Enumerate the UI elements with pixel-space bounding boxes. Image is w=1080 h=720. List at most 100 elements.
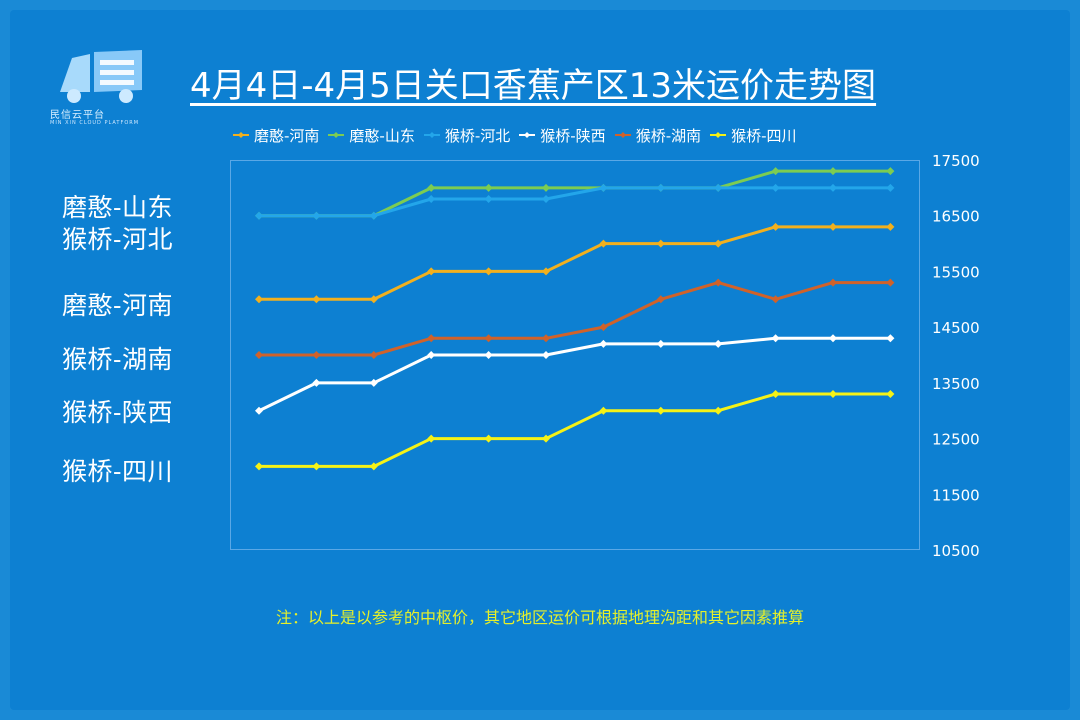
side-label-houqiao-shaanxi: 猴桥-陕西 xyxy=(62,398,173,427)
legend-swatch xyxy=(423,132,440,138)
series-point-1 xyxy=(484,267,493,276)
y-tick-label: 14500 xyxy=(932,319,980,337)
y-tick-label: 12500 xyxy=(932,431,980,449)
series-point-3 xyxy=(427,195,436,203)
series-point-3 xyxy=(771,183,780,192)
series-point-6 xyxy=(255,462,263,471)
series-point-3 xyxy=(542,195,550,203)
series-line-3 xyxy=(259,186,891,218)
series-point-2 xyxy=(829,167,837,176)
series-point-4 xyxy=(312,378,321,387)
series-point-4 xyxy=(427,351,436,359)
legend-item: 猴桥-河北 xyxy=(423,125,510,146)
series-point-3 xyxy=(484,195,493,203)
series-point-4 xyxy=(771,334,780,343)
side-label-mohan-shandong: 磨憨-山东 xyxy=(62,193,173,222)
series-point-6 xyxy=(771,390,780,398)
series-point-5 xyxy=(427,334,436,343)
side-label-mohan-henan: 磨憨-河南 xyxy=(62,291,173,320)
series-point-2 xyxy=(771,167,780,176)
series-point-3 xyxy=(886,183,895,192)
series-point-6 xyxy=(656,406,665,415)
chart-title: 4月4日-4月5日关口香蕉产区13米运价走势图 xyxy=(190,66,877,106)
y-tick-label: 15500 xyxy=(932,263,980,281)
series-point-1 xyxy=(427,267,436,276)
series-point-2 xyxy=(484,183,493,192)
series-point-1 xyxy=(255,295,263,304)
series-point-6 xyxy=(484,434,493,443)
series-point-1 xyxy=(599,239,608,248)
legend-label: 猴桥-四川 xyxy=(731,126,797,145)
series-point-1 xyxy=(656,239,665,248)
series-point-1 xyxy=(886,222,895,231)
chart-background-frame xyxy=(10,10,1070,710)
series-point-1 xyxy=(312,295,321,304)
series-line-1 xyxy=(259,225,891,301)
series-point-3 xyxy=(369,211,378,220)
footnote: 注：以上是以参考的中枢价，其它地区运价可根据地理沟距和其它因素推算 xyxy=(275,608,804,627)
series-point-2 xyxy=(542,183,550,192)
series-point-5 xyxy=(771,295,780,304)
series-point-6 xyxy=(312,462,321,471)
truck-logo-icon xyxy=(60,50,142,103)
series-point-4 xyxy=(369,378,378,387)
side-label-houqiao-sichuan: 猴桥-四川 xyxy=(62,457,173,486)
legend-item: 猴桥-陕西 xyxy=(518,125,606,146)
series-point-1 xyxy=(369,295,378,304)
series-point-6 xyxy=(542,434,550,443)
series-point-4 xyxy=(656,339,665,348)
logo: 民信云平台 MIN XIN CLOUD PLATFORM xyxy=(50,40,150,130)
series-point-6 xyxy=(369,462,378,471)
series-point-3 xyxy=(656,183,665,192)
side-label-houqiao-hebei: 猴桥-河北 xyxy=(62,225,173,254)
series-point-6 xyxy=(714,406,723,415)
series-point-4 xyxy=(714,339,723,348)
legend-label: 猴桥-湖南 xyxy=(635,126,702,145)
series-point-6 xyxy=(599,406,608,415)
series-point-3 xyxy=(829,183,837,192)
series-point-4 xyxy=(599,339,608,348)
series-point-6 xyxy=(886,390,895,398)
legend-swatch xyxy=(328,132,345,138)
series-point-4 xyxy=(886,334,895,343)
series-point-5 xyxy=(829,278,837,287)
y-tick-label: 17500 xyxy=(932,152,980,170)
series-point-5 xyxy=(886,278,895,287)
series-point-1 xyxy=(829,222,837,231)
y-tick-label: 10500 xyxy=(932,542,980,560)
series-line-4 xyxy=(258,336,891,413)
series-point-2 xyxy=(886,167,895,176)
legend-swatch xyxy=(519,132,536,138)
y-tick-label: 11500 xyxy=(932,486,980,504)
series-line-6 xyxy=(259,392,891,468)
series-point-5 xyxy=(599,323,608,332)
series-point-5 xyxy=(542,334,550,343)
series-point-6 xyxy=(829,390,837,398)
series-point-4 xyxy=(542,351,550,359)
chart-legend: 磨憨-河南 磨憨-山东 猴桥-河北 猴桥-陕西 猴桥-湖南 猴桥-四川 xyxy=(232,124,805,146)
series-point-1 xyxy=(714,239,723,248)
series-point-5 xyxy=(714,278,723,287)
legend-item: 猴桥-湖南 xyxy=(614,125,701,146)
legend-label: 猴桥-陕西 xyxy=(540,126,606,145)
series-point-4 xyxy=(484,351,493,359)
legend-item: 磨憨-山东 xyxy=(327,125,415,146)
logo-name: 民信云平台 xyxy=(50,110,105,121)
series-point-3 xyxy=(312,211,321,220)
y-tick-label: 16500 xyxy=(932,208,980,226)
series-point-2 xyxy=(427,183,436,192)
series-line-5 xyxy=(259,281,891,357)
series-point-6 xyxy=(427,434,436,443)
legend-swatch xyxy=(233,132,249,138)
legend-label: 磨憨-河南 xyxy=(254,126,320,145)
plot-area xyxy=(230,160,920,550)
logo-subtitle: MIN XIN CLOUD PLATFORM xyxy=(50,120,140,126)
series-point-5 xyxy=(312,351,321,359)
series-point-1 xyxy=(771,222,780,231)
side-label-houqiao-hunan: 猴桥-湖南 xyxy=(62,345,173,374)
series-point-5 xyxy=(255,351,263,359)
series-point-5 xyxy=(484,334,493,343)
series-point-4 xyxy=(255,406,263,415)
series-point-3 xyxy=(599,183,608,192)
